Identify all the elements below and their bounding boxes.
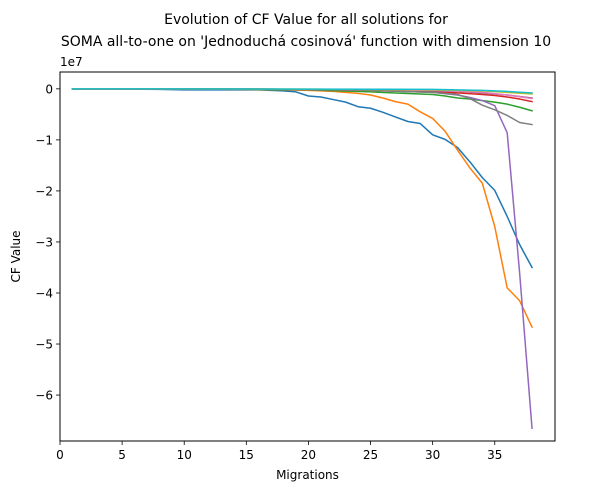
x-tick-label: 5	[118, 448, 126, 462]
x-axis: 0 5 10 15 20 25 30 35	[56, 441, 502, 462]
y-tick-label: −2	[35, 184, 53, 198]
y-tick-label: −5	[35, 338, 53, 352]
y-tick-label: −3	[35, 235, 53, 249]
plot-frame	[60, 72, 555, 441]
y-tick-label: 0	[45, 82, 53, 96]
x-tick-label: 35	[487, 448, 502, 462]
plot-border	[59, 71, 556, 442]
chart-title-line-2: SOMA all-to-one on 'Jednoduchá cosinová'…	[61, 34, 551, 50]
y-tick-label: −4	[35, 286, 53, 300]
plot-area	[59, 71, 556, 442]
chart-title-line-1: Evolution of CF Value for all solutions …	[164, 12, 448, 28]
x-tick-label: 0	[56, 448, 64, 462]
y-axis: 0 −1 −2 −3 −4 −5 −6	[35, 82, 60, 403]
series-group	[71, 88, 534, 430]
x-axis-label: Migrations	[276, 468, 339, 482]
y-tick-label: −6	[35, 389, 53, 403]
x-tick-label: 30	[425, 448, 440, 462]
x-tick-label: 15	[239, 448, 254, 462]
series-line-10	[71, 88, 533, 94]
y-scale-offset-label: 1e7	[60, 55, 83, 69]
x-tick-label: 20	[301, 448, 316, 462]
x-tick-label: 10	[177, 448, 192, 462]
y-axis-label: CF Value	[9, 230, 23, 282]
y-tick-label: −1	[35, 133, 53, 147]
x-tick-label: 25	[363, 448, 378, 462]
